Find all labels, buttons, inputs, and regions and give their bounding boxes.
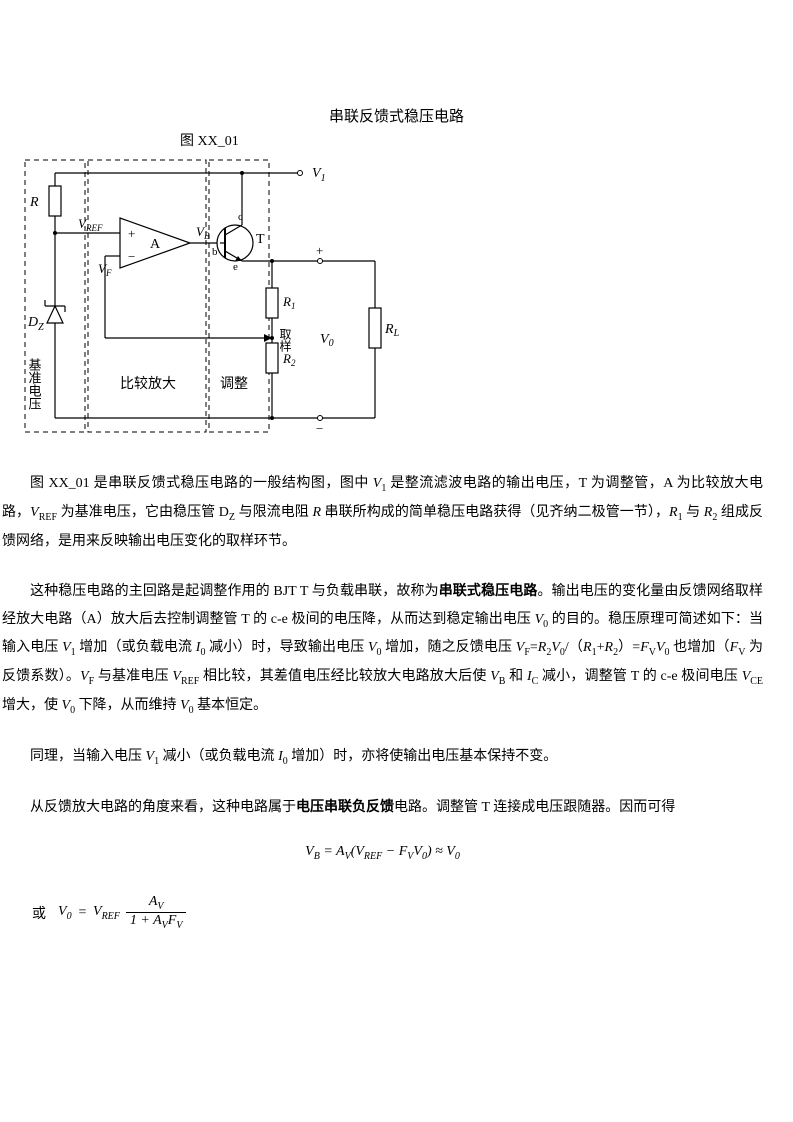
adjust-block-label: 调整 (220, 376, 248, 392)
para-1: 图 XX_01 是串联反馈式稳压电路的一般结构图，图中 V1 是整流滤波电路的输… (2, 470, 763, 556)
vb-label: VB (196, 224, 210, 241)
vref-label: VREF (78, 216, 103, 233)
out-plus: + (316, 243, 323, 258)
doc-title: 串联反馈式稳压电路 (30, 105, 763, 126)
v1-label: V1 (312, 166, 326, 184)
minus-sign: − (128, 249, 135, 264)
sample-label: 取样 (278, 328, 292, 352)
vf-label: VF (98, 261, 112, 278)
figure-caption: 图 XX_01 (180, 130, 239, 150)
para-2: 这种稳压电路的主回路是起调整作用的 BJT T 与负载串联，故称为串联式稳压电路… (2, 578, 763, 721)
T-label: T (256, 232, 265, 247)
ref-block-label: 基准电压 (27, 358, 42, 410)
para-3: 同理，当输入电压 V1 减小（或负载电流 I0 增加）时，亦将使输出电压基本保持… (2, 743, 763, 772)
e-label: e (233, 261, 238, 273)
circuit-diagram: V1 R VREF DZ 基准电压 + − A VF VB b (20, 148, 400, 443)
c-label: c (238, 211, 243, 223)
out-minus: − (316, 421, 323, 436)
body-text: 图 XX_01 是串联反馈式稳压电路的一般结构图，图中 V1 是整流滤波电路的输… (2, 470, 763, 931)
dz-label: DZ (27, 315, 44, 333)
plus-sign: + (128, 226, 135, 241)
equation-2: 或 V0 = VREF AV 1 + AVFV (32, 894, 186, 931)
R-label: R (29, 195, 39, 210)
RL-label: RL (384, 322, 400, 339)
V0-label: V0 (320, 332, 334, 349)
equation-1: VB = AV(VREF − FVV0) ≈ V0 (2, 844, 763, 862)
R1-label: R1 (282, 294, 295, 311)
para-4: 从反馈放大电路的角度来看，这种电路属于电压串联负反馈电路。调整管 T 连接成电压… (2, 794, 763, 822)
A-label: A (150, 237, 161, 252)
R2-label: R2 (282, 351, 296, 368)
amp-block-label: 比较放大 (120, 376, 176, 392)
